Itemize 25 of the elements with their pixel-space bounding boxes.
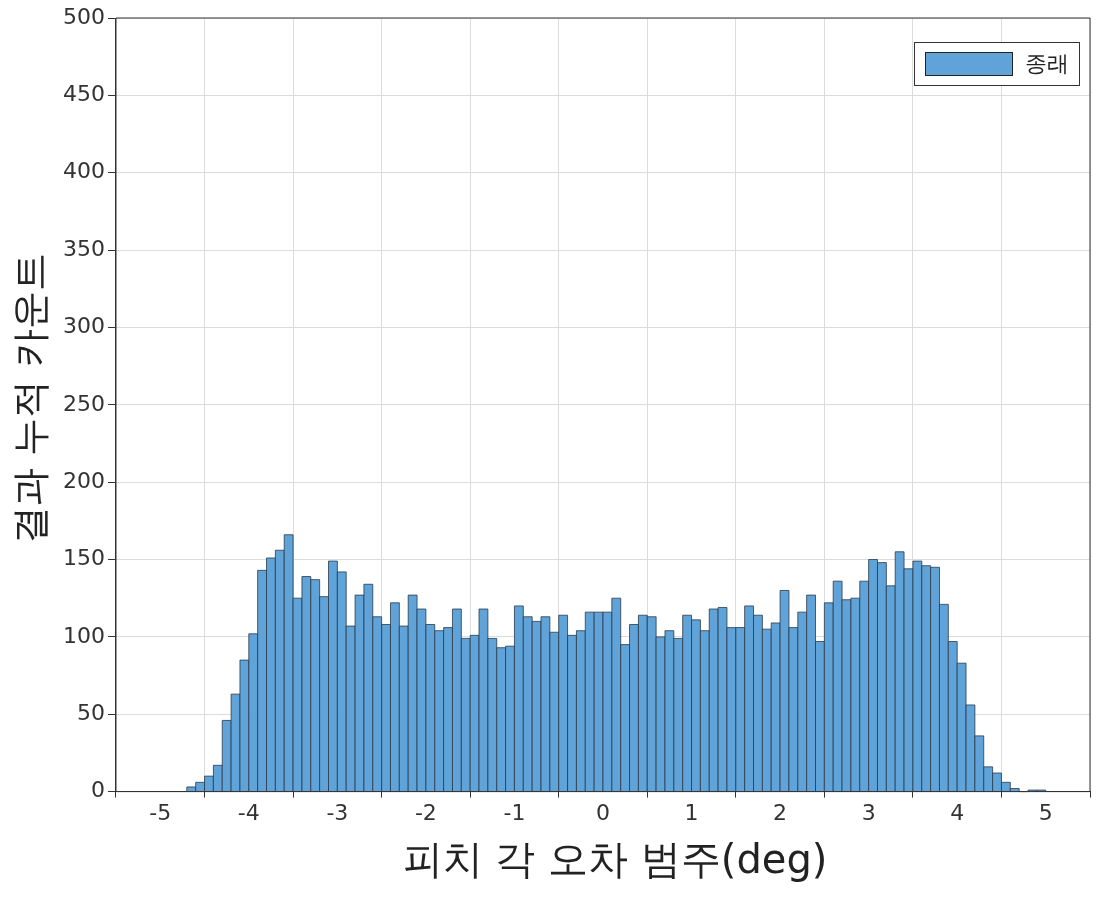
y-tick-label: 300: [62, 313, 105, 339]
x-tick-label: 3: [861, 799, 876, 825]
y-tick-label: 450: [62, 81, 105, 107]
x-tick-label: -4: [237, 799, 260, 825]
y-tick-label: 400: [62, 158, 105, 184]
y-tick-label: 200: [62, 467, 105, 493]
x-tick-label: -5: [149, 799, 172, 825]
y-axis-title: 결과 누적 카운트: [6, 252, 53, 544]
legend-label: 종래: [1025, 50, 1069, 78]
y-tick-label: 250: [62, 390, 105, 416]
x-tick-label: -1: [503, 799, 526, 825]
y-tick-label: 150: [62, 545, 105, 571]
x-tick-label: -3: [326, 799, 349, 825]
x-tick-label: 1: [684, 799, 699, 825]
y-tick-label: 100: [62, 622, 105, 648]
y-tick-label: 350: [62, 235, 105, 261]
x-axis-title: 피치 각 오차 범주(deg): [401, 835, 829, 884]
x-tick-label: 0: [596, 799, 610, 825]
y-tick-label: 500: [62, 3, 105, 29]
x-tick-label: 2: [773, 799, 788, 825]
x-tick-label: 4: [950, 799, 965, 825]
y-tick-label: 0: [90, 777, 105, 803]
y-tick-label: 50: [76, 699, 105, 725]
x-tick-label: 5: [1038, 799, 1053, 825]
x-tick-label: -2: [414, 799, 437, 825]
